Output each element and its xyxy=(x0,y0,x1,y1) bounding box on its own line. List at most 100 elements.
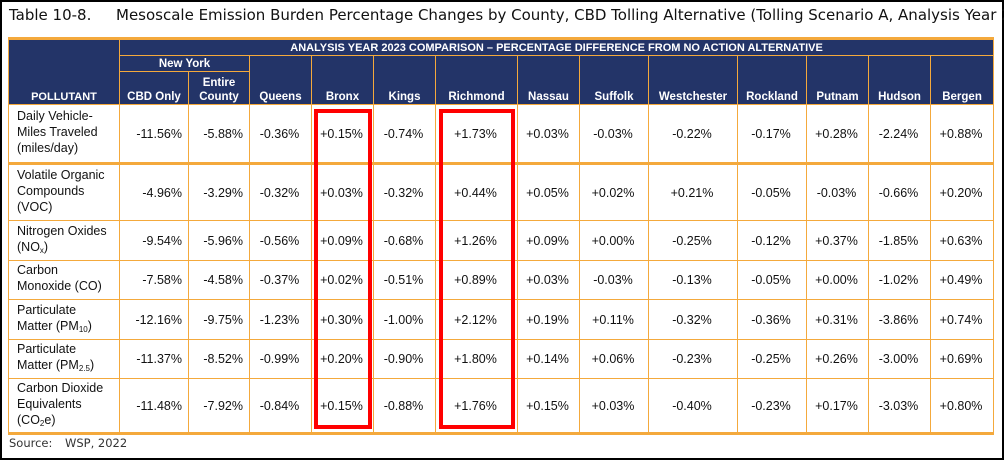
label-text: Daily Vehicle-Miles Traveled (miles/day) xyxy=(17,108,98,155)
value-cell: +0.15% xyxy=(311,104,374,165)
pollutant-label: Carbon Dioxide Equivalents (CO2e) xyxy=(8,378,120,435)
col-header: Bronx xyxy=(311,55,374,105)
pollutant-label: Particulate Matter (PM10) xyxy=(8,299,120,340)
value-cell: +0.28% xyxy=(806,104,869,165)
table-title: Mesoscale Emission Burden Percentage Cha… xyxy=(116,6,1004,24)
value-cell: +0.05% xyxy=(517,163,580,221)
col-header: Queens xyxy=(249,55,312,105)
value-cell: +0.03% xyxy=(311,163,374,221)
value-cell: -0.37% xyxy=(249,260,312,300)
value-cell: -1.23% xyxy=(249,299,312,340)
label-text: Volatile Organic Compounds (VOC) xyxy=(17,167,105,214)
value-cell: +0.17% xyxy=(806,378,869,435)
pollutant-label: Volatile Organic Compounds (VOC) xyxy=(8,163,120,221)
value-cell: +0.11% xyxy=(579,299,649,340)
value-cell: -0.84% xyxy=(249,378,312,435)
value-cell: +0.44% xyxy=(435,163,518,221)
value-cell: +0.06% xyxy=(579,339,649,379)
value-cell: +0.37% xyxy=(806,220,869,261)
table-row: Nitrogen Oxides (NOx) -9.54% -5.96% -0.56% +… xyxy=(8,220,995,261)
value-cell: -3.00% xyxy=(868,339,931,379)
value-cell: +0.89% xyxy=(435,260,518,300)
value-cell: +1.26% xyxy=(435,220,518,261)
col-header: Richmond xyxy=(435,55,518,105)
col-header: Rockland xyxy=(737,55,807,105)
value-cell: -12.16% xyxy=(119,299,189,340)
label-text: Particulate Matter (PM xyxy=(17,342,79,372)
label-subscript: x xyxy=(39,245,44,255)
value-cell: +0.00% xyxy=(806,260,869,300)
col-header: CBD Only xyxy=(119,71,189,105)
value-cell: -0.25% xyxy=(737,339,807,379)
value-cell: +0.09% xyxy=(517,220,580,261)
value-cell: +0.03% xyxy=(517,260,580,300)
value-cell: -9.75% xyxy=(188,299,250,340)
table-row: Volatile Organic Compounds (VOC) -4.96% -3… xyxy=(8,163,995,221)
label-text: Particulate Matter (PM xyxy=(17,302,79,333)
value-cell: -0.32% xyxy=(249,163,312,221)
value-cell: +0.74% xyxy=(929,299,995,340)
value-cell: -7.58% xyxy=(119,260,189,300)
value-cell: -0.36% xyxy=(249,104,312,165)
col-header: Nassau xyxy=(517,55,580,105)
label-text-end: ) xyxy=(43,239,49,254)
value-cell: +0.20% xyxy=(929,163,995,221)
value-cell: -0.74% xyxy=(373,104,436,165)
value-cell: -0.17% xyxy=(737,104,807,165)
value-cell: -4.58% xyxy=(188,260,250,300)
new-york-header: New York xyxy=(119,55,250,72)
pollutant-label: Nitrogen Oxides (NOx) xyxy=(8,220,120,261)
label-text: Nitrogen Oxides (NO xyxy=(17,223,107,254)
col-header: Kings xyxy=(373,55,436,105)
col-header: Putnam xyxy=(806,55,869,105)
value-cell: -0.23% xyxy=(648,339,738,379)
label-text-end: e) xyxy=(44,412,56,427)
value-cell: +0.30% xyxy=(311,299,374,340)
value-cell: -11.37% xyxy=(119,339,189,379)
highlight-box-richmond xyxy=(439,109,515,429)
value-cell: -0.90% xyxy=(373,339,436,379)
col-header: Bergen xyxy=(929,55,995,105)
value-cell: -0.23% xyxy=(737,378,807,435)
value-cell: -0.05% xyxy=(737,163,807,221)
value-cell: +0.19% xyxy=(517,299,580,340)
value-cell: -0.68% xyxy=(373,220,436,261)
value-cell: -5.96% xyxy=(188,220,250,261)
pollutant-label: Carbon Monoxide (CO) xyxy=(8,260,120,300)
value-cell: -0.66% xyxy=(868,163,931,221)
label-text-end: ) xyxy=(89,358,95,372)
value-cell: +0.03% xyxy=(579,378,649,435)
value-cell: -2.24% xyxy=(868,104,931,165)
value-cell: -4.96% xyxy=(119,163,189,221)
label-subscript: 10 xyxy=(78,324,88,334)
source-value: WSP, 2022 xyxy=(65,436,128,450)
value-cell: -11.56% xyxy=(119,104,189,165)
value-cell: +0.63% xyxy=(929,220,995,261)
value-cell: +0.20% xyxy=(311,339,374,379)
value-cell: -0.51% xyxy=(373,260,436,300)
value-cell: -7.92% xyxy=(188,378,250,435)
value-cell: -3.03% xyxy=(868,378,931,435)
value-cell: -1.00% xyxy=(373,299,436,340)
label-subscript: 2.5 xyxy=(78,364,90,373)
value-cell: -3.29% xyxy=(188,163,250,221)
value-cell: -8.52% xyxy=(188,339,250,379)
value-cell: -0.03% xyxy=(806,163,869,221)
pollutant-label: Daily Vehicle-Miles Traveled (miles/day) xyxy=(8,104,120,165)
label-text: Carbon Monoxide (CO) xyxy=(17,263,102,293)
value-cell: +0.02% xyxy=(579,163,649,221)
value-cell: -1.02% xyxy=(868,260,931,300)
value-cell: -0.36% xyxy=(737,299,807,340)
col-header: Suffolk xyxy=(579,55,649,105)
value-cell: +0.21% xyxy=(648,163,738,221)
value-cell: -11.48% xyxy=(119,378,189,435)
value-cell: -0.99% xyxy=(249,339,312,379)
value-cell: -0.56% xyxy=(249,220,312,261)
value-cell: -0.25% xyxy=(648,220,738,261)
col-header: Entire County xyxy=(188,71,250,105)
value-cell: -0.40% xyxy=(648,378,738,435)
value-cell: +0.15% xyxy=(517,378,580,435)
pollutant-label: Particulate Matter (PM2.5) xyxy=(8,339,120,379)
pollutant-header: POLLUTANT xyxy=(8,37,120,105)
